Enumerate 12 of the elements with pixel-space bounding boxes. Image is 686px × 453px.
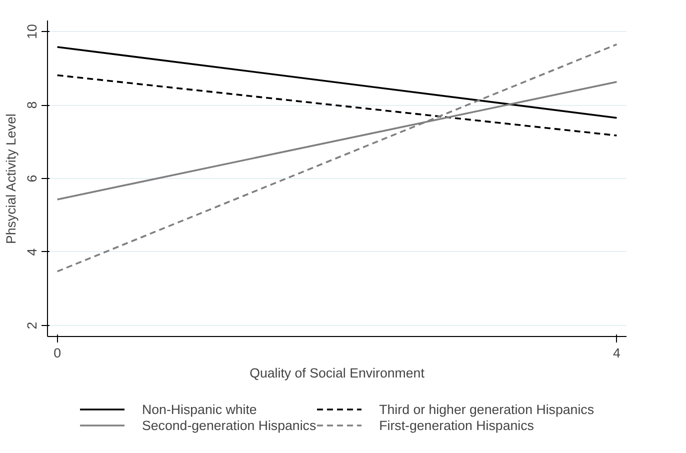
y-axis-title: Phsycial Activity Level xyxy=(4,114,18,244)
y-tick-label: 6 xyxy=(24,174,40,182)
y-tick-label: 2 xyxy=(24,322,40,330)
y-tick-label: 10 xyxy=(24,24,40,39)
legend-label: First-generation Hispanics xyxy=(379,418,534,432)
y-tick-label: 4 xyxy=(24,248,40,256)
legend-label: Second-generation Hispanics xyxy=(142,418,316,432)
legend-label: Third or higher generation Hispanics xyxy=(379,402,594,416)
legend-label: Non-Hispanic white xyxy=(142,402,257,416)
x-axis-title: Quality of Social Environment xyxy=(250,366,425,380)
y-tick-label: 8 xyxy=(24,101,40,109)
x-tick-label: 0 xyxy=(54,346,62,360)
